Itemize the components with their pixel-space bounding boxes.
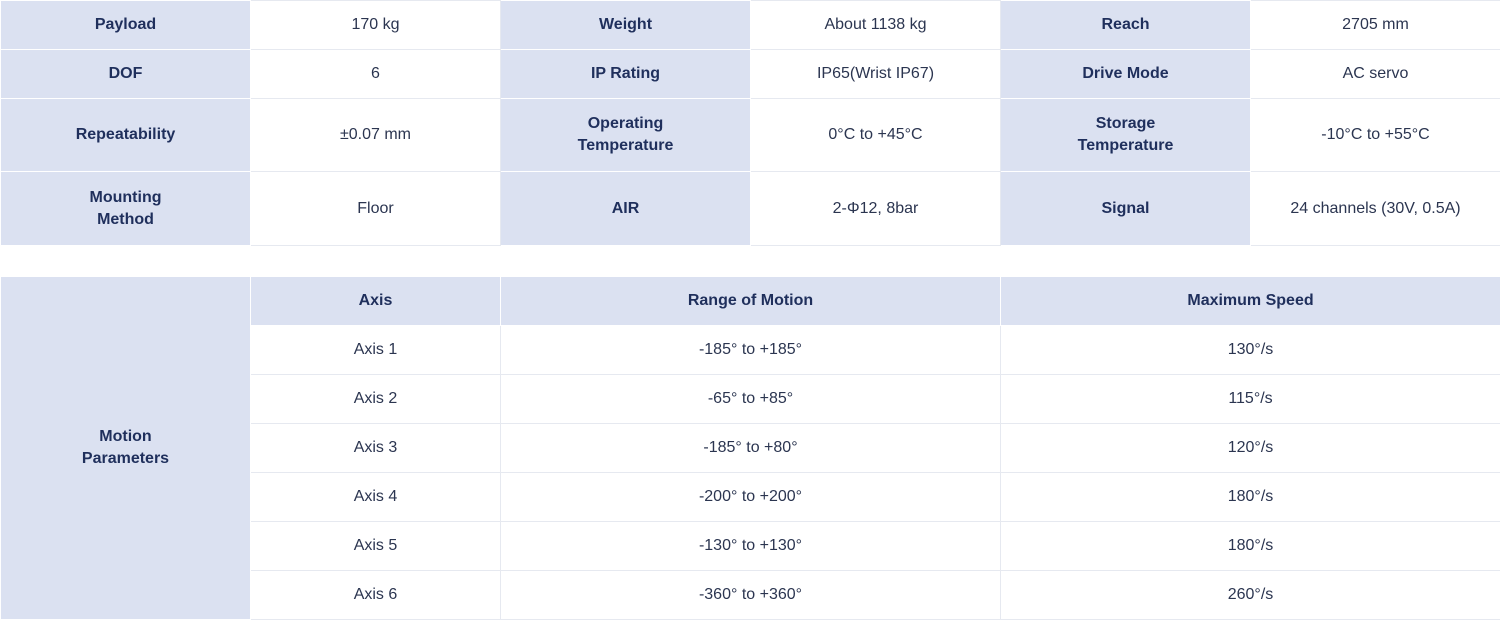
spec-label-repeatability: Repeatability — [1, 99, 251, 172]
spec-value-weight: About 1138 kg — [751, 1, 1001, 50]
axis-name: Axis 1 — [251, 326, 501, 375]
column-header-speed: Maximum Speed — [1001, 277, 1500, 326]
axis-range: -185° to +185° — [501, 326, 1001, 375]
spec-value-mounting-method: Floor — [251, 172, 501, 246]
spec-value-payload: 170 kg — [251, 1, 501, 50]
spec-label-weight: Weight — [501, 1, 751, 50]
axis-name: Axis 2 — [251, 375, 501, 424]
spec-value-reach: 2705 mm — [1251, 1, 1500, 50]
spec-row: DOF 6 IP Rating IP65(Wrist IP67) Drive M… — [1, 50, 1500, 99]
axis-range: -130° to +130° — [501, 522, 1001, 571]
spec-value-signal: 24 channels (30V, 0.5A) — [1251, 172, 1500, 246]
axis-range: -360° to +360° — [501, 571, 1001, 620]
spec-value-repeatability: ±0.07 mm — [251, 99, 501, 172]
spec-row: Payload 170 kg Weight About 1138 kg Reac… — [1, 1, 1500, 50]
axis-name: Axis 3 — [251, 424, 501, 473]
axis-name: Axis 5 — [251, 522, 501, 571]
axis-speed: 180°/s — [1001, 522, 1500, 571]
axis-range: -185° to +80° — [501, 424, 1001, 473]
axis-speed: 115°/s — [1001, 375, 1500, 424]
spec-label-drive-mode: Drive Mode — [1001, 50, 1251, 99]
spec-label-ip-rating: IP Rating — [501, 50, 751, 99]
axis-speed: 120°/s — [1001, 424, 1500, 473]
spec-label-reach: Reach — [1001, 1, 1251, 50]
column-header-range: Range of Motion — [501, 277, 1001, 326]
spec-label-signal: Signal — [1001, 172, 1251, 246]
spec-label-payload: Payload — [1, 1, 251, 50]
spec-value-ip-rating: IP65(Wrist IP67) — [751, 50, 1001, 99]
axis-speed: 180°/s — [1001, 473, 1500, 522]
axis-range: -65° to +85° — [501, 375, 1001, 424]
specifications-table: Payload 170 kg Weight About 1138 kg Reac… — [0, 0, 1500, 246]
axis-name: Axis 6 — [251, 571, 501, 620]
spec-value-storage-temperature: -10°C to +55°C — [1251, 99, 1500, 172]
axis-speed: 130°/s — [1001, 326, 1500, 375]
column-header-axis: Axis — [251, 277, 501, 326]
spec-label-air: AIR — [501, 172, 751, 246]
spec-label-dof: DOF — [1, 50, 251, 99]
axis-speed: 260°/s — [1001, 571, 1500, 620]
axis-name: Axis 4 — [251, 473, 501, 522]
spec-value-dof: 6 — [251, 50, 501, 99]
spec-value-air: 2-Φ12, 8bar — [751, 172, 1001, 246]
spec-value-drive-mode: AC servo — [1251, 50, 1500, 99]
axis-range: -200° to +200° — [501, 473, 1001, 522]
spec-value-operating-temperature: 0°C to +45°C — [751, 99, 1001, 172]
